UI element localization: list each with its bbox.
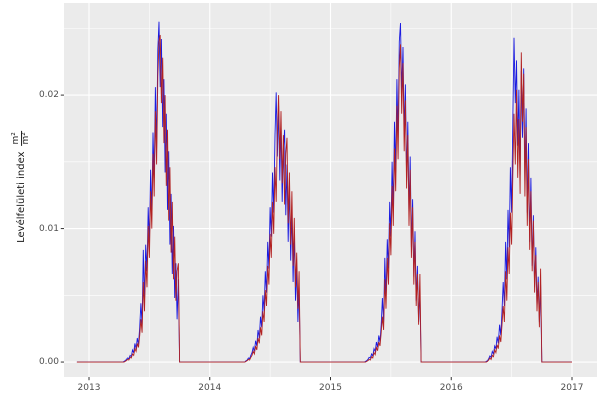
y-tick-label: 0.01 — [38, 223, 59, 234]
x-tick-label: 2014 — [198, 383, 222, 393]
y-axis-title: Levélfelületi index m² m² — [11, 131, 32, 243]
y-tick-label: 0.02 — [38, 90, 59, 101]
x-tick-label: 2017 — [560, 383, 584, 393]
x-tick-label: 2013 — [77, 383, 101, 393]
x-tick-label: 2015 — [319, 383, 342, 393]
y-axis-unit-fraction: m² m² — [11, 131, 32, 146]
x-tick-label: 2016 — [439, 383, 463, 393]
lai-line-red — [76, 34, 572, 363]
unit-denominator: m² — [21, 132, 32, 145]
y-axis-title-text: Levélfelületi index — [16, 151, 28, 243]
y-tick-label: 0.00 — [38, 357, 59, 368]
